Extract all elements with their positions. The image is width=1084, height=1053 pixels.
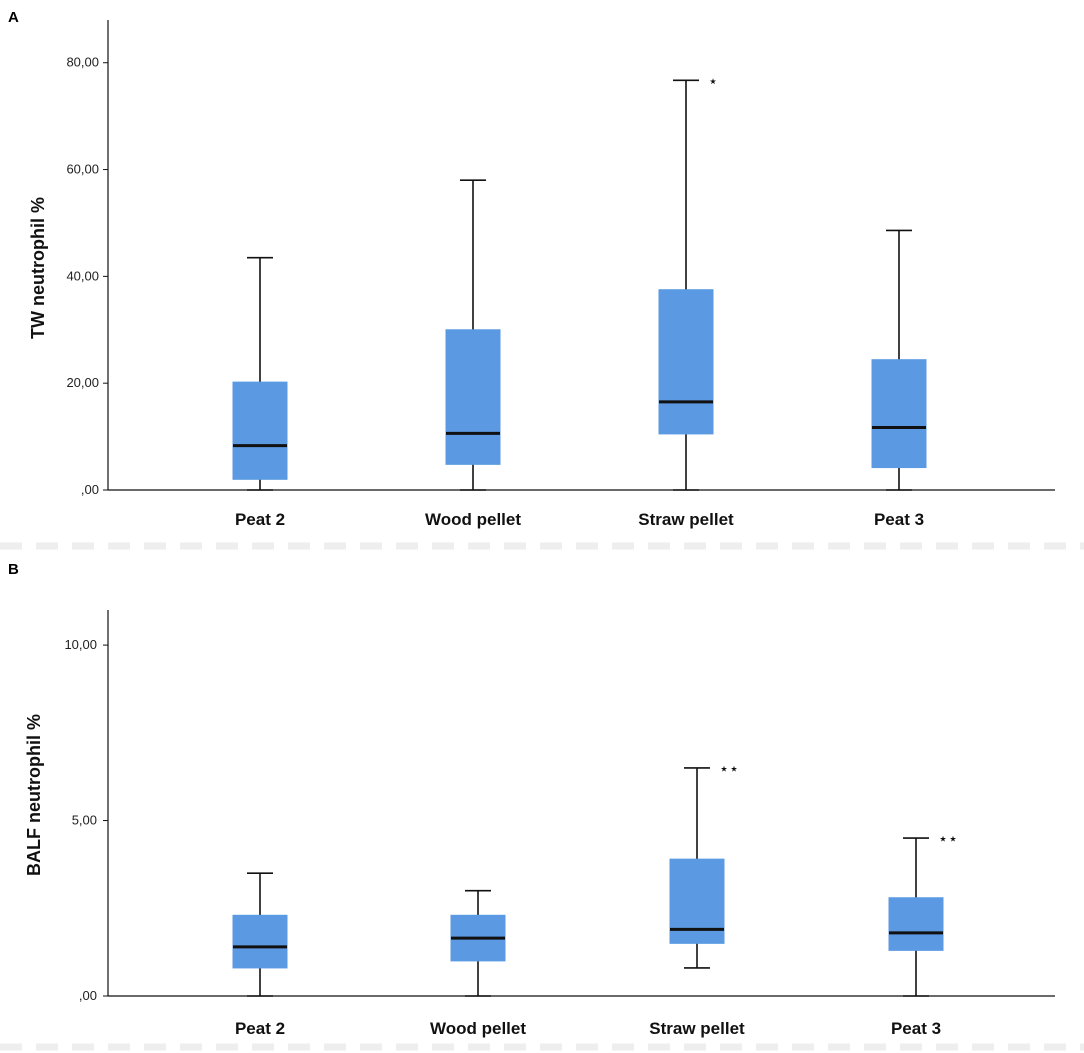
x-tick-label: Peat 2 bbox=[235, 510, 285, 529]
y-tick-label: 60,00 bbox=[66, 162, 99, 177]
y-tick-label: 20,00 bbox=[66, 375, 99, 390]
outlier-star: ⋆⋆ bbox=[719, 761, 739, 778]
y-tick-label: ,00 bbox=[79, 988, 97, 1003]
iqr-box bbox=[888, 897, 944, 951]
iqr-box bbox=[658, 289, 714, 435]
y-axis-title-a: TW neutrophil % bbox=[28, 197, 48, 339]
x-tick-label: Peat 2 bbox=[235, 1019, 285, 1038]
box-wood-pellet bbox=[445, 179, 501, 491]
x-tick-label: Peat 3 bbox=[891, 1019, 941, 1038]
iqr-box bbox=[871, 359, 927, 469]
box-straw-pellet: ⋆⋆ bbox=[669, 761, 739, 969]
x-tick-label: Peat 3 bbox=[874, 510, 924, 529]
y-tick-label: 10,00 bbox=[64, 637, 97, 652]
panel-letter-a: A bbox=[8, 9, 19, 26]
box-peat-3: ⋆⋆ bbox=[888, 831, 958, 997]
box-wood-pellet bbox=[450, 889, 506, 997]
x-tick-label: Wood pellet bbox=[430, 1019, 526, 1038]
box-peat-2 bbox=[232, 872, 288, 997]
panel-separator bbox=[0, 542, 1084, 1051]
y-tick-label: ,00 bbox=[81, 482, 99, 497]
y-tick-label: 80,00 bbox=[66, 55, 99, 70]
panel-letter-b: B bbox=[8, 561, 19, 578]
x-tick-label: Straw pellet bbox=[649, 1019, 745, 1038]
y-tick-label: 40,00 bbox=[66, 268, 99, 283]
panel-b: B BALF neutrophil % ,00 5,00 10,00 Peat 2 Wo… bbox=[8, 561, 1055, 1038]
axes-a: ,00 20,00 40,00 60,00 80,00 Peat 2 Wood pellet… bbox=[66, 20, 1055, 529]
axes-b: ,00 5,00 10,00 Peat 2 Wood pellet Straw pelle… bbox=[64, 610, 1055, 1038]
x-tick-label: Straw pellet bbox=[638, 510, 734, 529]
panel-a: A TW neutrophil % ,00 20,00 40,00 60,00 80,0… bbox=[8, 9, 1055, 529]
box-straw-pellet: ⋆ bbox=[658, 73, 718, 491]
outlier-star: ⋆ bbox=[708, 73, 718, 90]
x-tick-label: Wood pellet bbox=[425, 510, 521, 529]
box-peat-2 bbox=[232, 256, 288, 491]
y-axis-title-b: BALF neutrophil % bbox=[24, 714, 44, 876]
iqr-box bbox=[232, 381, 288, 480]
boxes-a: ⋆ bbox=[232, 73, 927, 491]
box-peat-3 bbox=[871, 229, 927, 491]
iqr-box bbox=[445, 329, 501, 465]
iqr-box bbox=[232, 914, 288, 969]
y-tick-label: 5,00 bbox=[72, 813, 97, 828]
outlier-star: ⋆⋆ bbox=[938, 831, 958, 848]
boxes-b: ⋆⋆ ⋆⋆ bbox=[232, 761, 958, 997]
